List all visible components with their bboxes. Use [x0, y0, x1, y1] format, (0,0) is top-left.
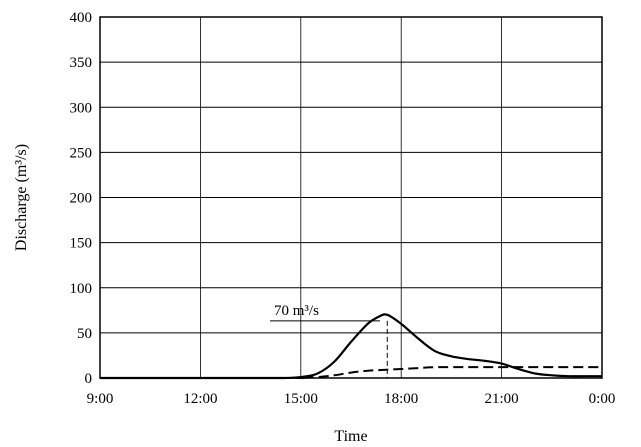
tick-labels: 0 50 100 150 200 250 300 350 400 9:00 12:00 15:00 18…	[70, 10, 616, 407]
x-axis-title: Time	[334, 428, 367, 445]
solid-series-line	[99, 313, 602, 380]
x-tick-label: 0:00	[589, 391, 616, 407]
y-tick-label: 0	[85, 371, 93, 387]
y-tick-label: 350	[70, 55, 93, 71]
y-tick-label: 150	[70, 236, 93, 252]
annotations: 70 m³/s	[270, 303, 388, 378]
y-tick-label: 300	[70, 100, 93, 116]
x-tick-label: 18:00	[384, 391, 418, 407]
dashed-series-line	[99, 366, 602, 380]
y-axis-title: Discharge (m³/s)	[13, 144, 30, 251]
y-tick-label: 100	[70, 281, 93, 297]
x-tick-label: 12:00	[183, 391, 217, 407]
x-tick-label: 21:00	[485, 391, 519, 407]
series-lines	[99, 313, 602, 380]
x-tick-label: 15:00	[284, 391, 318, 407]
x-tick-label: 9:00	[87, 391, 114, 407]
y-tick-label: 50	[77, 326, 92, 342]
y-tick-label: 200	[70, 191, 93, 207]
annotation-label: 70 m³/s	[274, 303, 319, 319]
y-tick-label: 250	[70, 145, 93, 161]
y-tick-label: 400	[70, 10, 93, 26]
grid-lines	[100, 17, 602, 378]
plot-frame	[99, 16, 603, 379]
